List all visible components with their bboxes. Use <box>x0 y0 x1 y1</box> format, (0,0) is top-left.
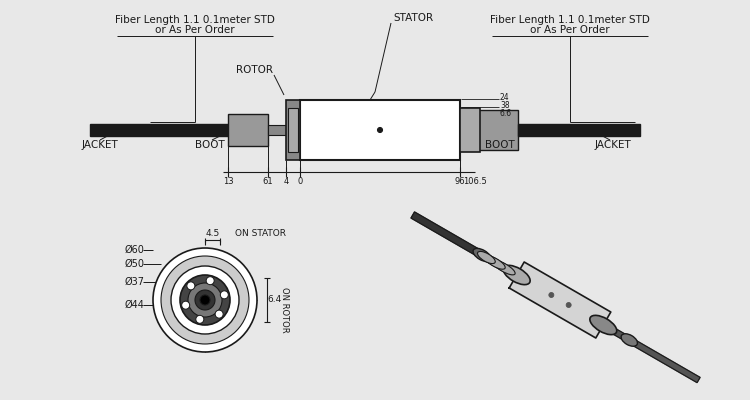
Circle shape <box>187 282 195 290</box>
Circle shape <box>200 295 210 305</box>
Text: 6.6: 6.6 <box>500 110 512 118</box>
Ellipse shape <box>492 260 515 275</box>
Bar <box>476 110 518 150</box>
Text: STATOR: STATOR <box>393 13 433 23</box>
Bar <box>90 124 228 136</box>
Text: BOOT: BOOT <box>485 140 514 150</box>
Ellipse shape <box>503 265 530 285</box>
Text: JACKET: JACKET <box>595 140 632 150</box>
Circle shape <box>566 302 572 308</box>
Circle shape <box>188 283 222 317</box>
Text: or As Per Order: or As Per Order <box>155 25 235 35</box>
Text: 106.5: 106.5 <box>463 176 487 186</box>
Polygon shape <box>509 262 610 338</box>
Text: 24: 24 <box>500 94 510 102</box>
Circle shape <box>206 277 214 285</box>
Text: 13: 13 <box>223 176 233 186</box>
Polygon shape <box>411 212 518 278</box>
Text: Ø50: Ø50 <box>125 259 145 269</box>
Ellipse shape <box>478 252 495 264</box>
Circle shape <box>215 310 223 318</box>
Text: Ø37: Ø37 <box>125 277 145 287</box>
Text: 0: 0 <box>297 176 302 186</box>
Circle shape <box>153 248 257 352</box>
Text: or As Per Order: or As Per Order <box>530 25 610 35</box>
Text: Fiber Length 1.1 0.1meter STD: Fiber Length 1.1 0.1meter STD <box>115 15 275 25</box>
Text: BOOT: BOOT <box>195 140 225 150</box>
Text: ON STATOR: ON STATOR <box>235 228 286 238</box>
Text: ROTOR: ROTOR <box>236 65 273 75</box>
Circle shape <box>182 301 190 309</box>
Bar <box>518 124 640 136</box>
Circle shape <box>180 275 230 325</box>
Text: 96: 96 <box>454 176 465 186</box>
Text: ON ROTOR: ON ROTOR <box>280 287 290 333</box>
Text: Ø60: Ø60 <box>125 245 145 255</box>
Bar <box>268 125 288 135</box>
Text: 4: 4 <box>284 176 289 186</box>
Circle shape <box>220 291 228 299</box>
Bar <box>460 108 480 152</box>
Circle shape <box>161 256 249 344</box>
Ellipse shape <box>485 256 506 269</box>
Text: Ø44: Ø44 <box>125 300 145 310</box>
Text: 6.4: 6.4 <box>268 296 282 304</box>
Text: 38: 38 <box>500 102 510 110</box>
Circle shape <box>377 128 382 132</box>
Polygon shape <box>602 322 700 382</box>
Ellipse shape <box>621 334 638 346</box>
Bar <box>286 100 300 160</box>
Text: JACKET: JACKET <box>82 140 118 150</box>
Circle shape <box>196 315 204 323</box>
Circle shape <box>171 266 239 334</box>
Ellipse shape <box>590 315 616 335</box>
Text: 4.5: 4.5 <box>206 228 220 238</box>
Text: Fiber Length 1.1 0.1meter STD: Fiber Length 1.1 0.1meter STD <box>490 15 650 25</box>
Ellipse shape <box>473 248 491 262</box>
Text: 61: 61 <box>262 176 273 186</box>
Circle shape <box>549 292 554 298</box>
Bar <box>300 100 460 160</box>
Bar <box>228 114 268 146</box>
Circle shape <box>195 290 215 310</box>
Bar <box>288 108 298 152</box>
